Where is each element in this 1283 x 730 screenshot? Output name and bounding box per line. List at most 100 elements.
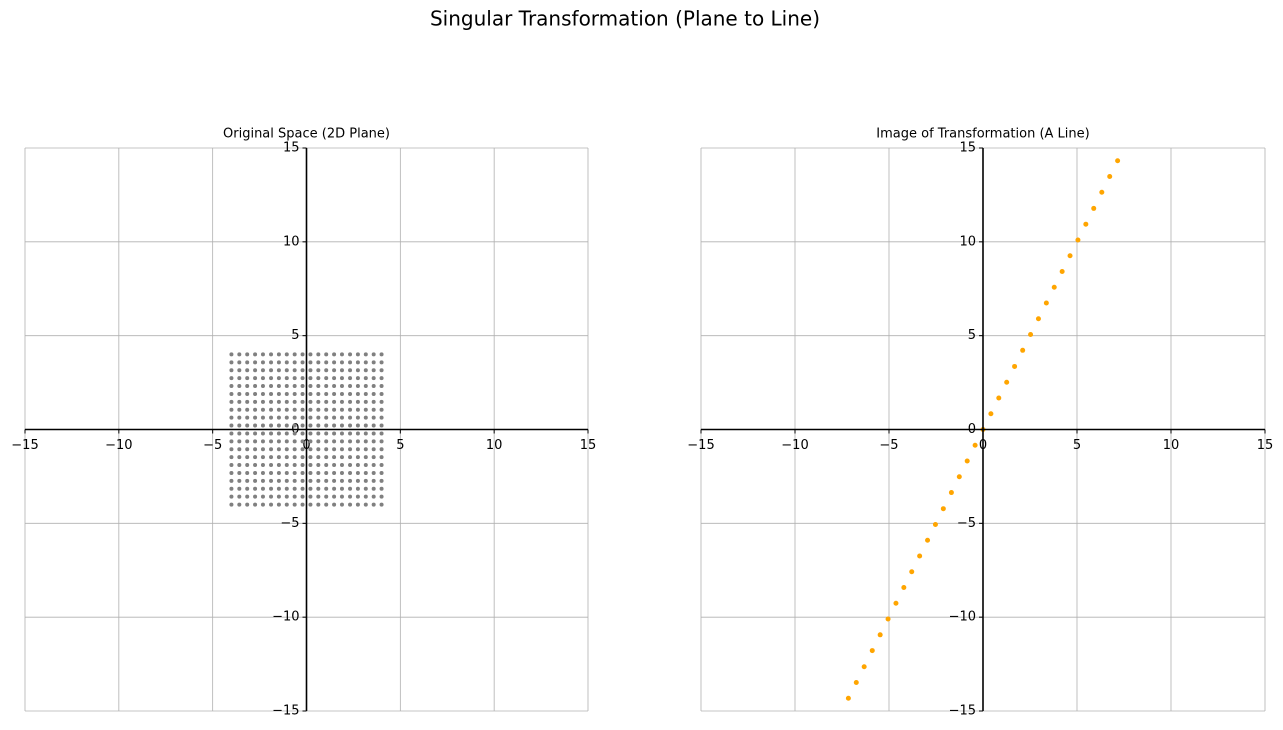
point	[363, 431, 368, 436]
point	[324, 431, 329, 436]
x-tick-label: 5	[396, 438, 404, 453]
point	[269, 352, 274, 357]
point	[245, 399, 250, 404]
point	[284, 471, 289, 476]
point	[229, 415, 234, 420]
point	[332, 368, 337, 373]
point	[253, 455, 258, 460]
x-tick-label: 15	[580, 438, 597, 453]
point	[324, 383, 329, 388]
point	[332, 471, 337, 476]
point	[253, 376, 258, 381]
point	[229, 478, 234, 483]
point	[269, 368, 274, 373]
point	[363, 471, 368, 476]
point	[324, 439, 329, 444]
point	[972, 442, 978, 448]
point	[339, 486, 344, 491]
x-tick-label: −15	[687, 438, 714, 453]
point	[284, 360, 289, 365]
point	[363, 462, 368, 467]
point	[237, 447, 242, 452]
point	[355, 431, 360, 436]
point	[348, 368, 353, 373]
point	[237, 431, 242, 436]
point	[964, 458, 970, 464]
point	[348, 415, 353, 420]
point	[885, 616, 891, 622]
point	[940, 506, 946, 512]
point	[269, 383, 274, 388]
point	[260, 376, 265, 381]
point	[348, 423, 353, 428]
points	[838, 158, 1121, 717]
point	[877, 632, 883, 638]
point	[308, 431, 313, 436]
point	[838, 712, 843, 717]
point	[332, 439, 337, 444]
point	[355, 360, 360, 365]
y-tick-label: −10	[949, 610, 976, 625]
point	[253, 407, 258, 412]
point	[276, 471, 281, 476]
point	[332, 502, 337, 507]
point	[332, 392, 337, 397]
point	[371, 360, 376, 365]
point	[1020, 347, 1026, 353]
point	[332, 423, 337, 428]
point	[861, 664, 867, 670]
point	[371, 376, 376, 381]
point	[355, 383, 360, 388]
point	[371, 494, 376, 499]
point	[269, 478, 274, 483]
point	[332, 431, 337, 436]
point	[284, 447, 289, 452]
point	[229, 462, 234, 467]
point	[379, 368, 384, 373]
point	[260, 478, 265, 483]
point	[253, 360, 258, 365]
point	[371, 352, 376, 357]
point	[371, 439, 376, 444]
point	[300, 439, 305, 444]
point	[276, 486, 281, 491]
point	[245, 368, 250, 373]
point	[300, 415, 305, 420]
point	[260, 431, 265, 436]
point	[348, 471, 353, 476]
point	[316, 407, 321, 412]
point	[339, 502, 344, 507]
point	[284, 415, 289, 420]
point	[245, 360, 250, 365]
point	[371, 455, 376, 460]
point	[339, 368, 344, 373]
point	[371, 407, 376, 412]
point	[371, 399, 376, 404]
point	[284, 383, 289, 388]
point	[1067, 253, 1073, 259]
point	[869, 648, 875, 654]
point	[363, 423, 368, 428]
x-tick-label: −15	[11, 438, 38, 453]
point	[260, 383, 265, 388]
point	[324, 376, 329, 381]
point	[245, 447, 250, 452]
y-tick-label: 15	[283, 141, 300, 156]
point	[237, 462, 242, 467]
point	[379, 471, 384, 476]
point	[339, 423, 344, 428]
point	[1004, 379, 1010, 385]
point	[229, 376, 234, 381]
point	[308, 471, 313, 476]
point	[229, 494, 234, 499]
point	[348, 502, 353, 507]
point	[324, 455, 329, 460]
point	[260, 502, 265, 507]
point	[292, 376, 297, 381]
point	[245, 352, 250, 357]
point	[339, 415, 344, 420]
y-tick-label: −15	[272, 704, 299, 719]
point	[339, 399, 344, 404]
point	[292, 486, 297, 491]
point	[229, 447, 234, 452]
